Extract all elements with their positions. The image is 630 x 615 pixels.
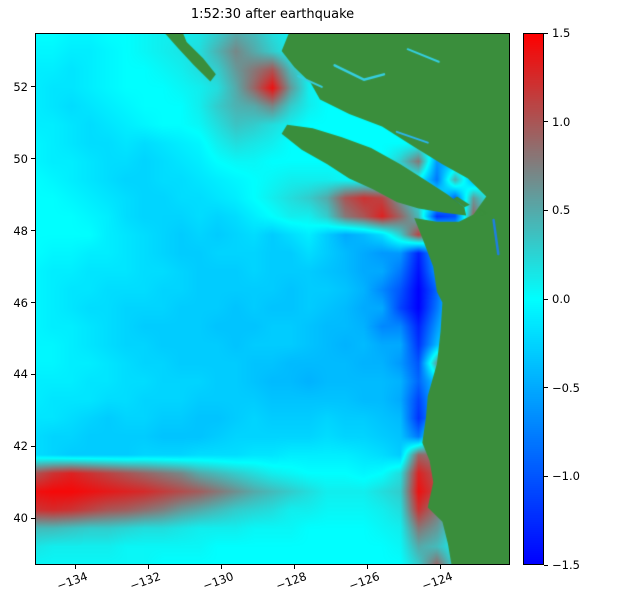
x-tick-mark: [74, 565, 76, 569]
y-tick-mark: [31, 230, 35, 232]
colorbar-tick-mark: [544, 564, 548, 566]
x-tick-mark: [367, 565, 368, 569]
y-tick-mark: [31, 158, 35, 160]
x-tick-label: −126: [346, 569, 382, 593]
y-tick-mark: [31, 86, 35, 88]
colorbar-tick-mark: [544, 298, 548, 300]
colorbar-tick-label: −1.0: [552, 469, 580, 484]
y-tick-mark: [31, 373, 35, 375]
plot-area: [35, 33, 510, 565]
colorbar-tick-mark: [544, 475, 548, 477]
x-tick-mark: [440, 565, 442, 569]
x-tick-label: −130: [200, 569, 236, 593]
y-tick-label: 44: [13, 367, 28, 382]
colorbar-tick-label: 0.0: [552, 292, 571, 306]
y-tick-mark: [31, 445, 35, 447]
x-tick-mark: [293, 565, 295, 569]
colorbar: [523, 33, 544, 565]
colorbar-tick-label: −0.5: [552, 380, 580, 395]
colorbar-canvas: [523, 33, 544, 565]
x-tick-mark: [147, 565, 149, 569]
x-tick-label: −132: [127, 569, 163, 593]
y-tick-label: 52: [13, 79, 28, 94]
y-tick-mark: [31, 302, 35, 304]
colorbar-tick-label: 1.5: [552, 26, 571, 40]
colorbar-tick-mark: [544, 121, 548, 123]
y-tick-label: 40: [13, 511, 28, 526]
y-tick-label: 42: [13, 439, 28, 454]
x-tick-label: −124: [419, 569, 455, 593]
x-tick-mark: [220, 565, 222, 569]
y-tick-label: 46: [13, 295, 28, 310]
colorbar-tick-mark: [544, 32, 548, 34]
heatmap-canvas: [35, 33, 510, 565]
colorbar-tick-label: 0.5: [552, 203, 571, 218]
colorbar-tick-mark: [544, 387, 548, 389]
y-tick-label: 50: [13, 151, 28, 166]
y-tick-mark: [31, 517, 35, 519]
x-tick-label: −128: [273, 569, 309, 593]
colorbar-tick-label: −1.5: [552, 558, 580, 572]
colorbar-tick-label: 1.0: [552, 114, 571, 129]
plot-title: 1:52:30 after earthquake: [190, 7, 355, 22]
x-tick-label: −134: [54, 569, 89, 593]
colorbar-tick-mark: [544, 209, 548, 211]
y-tick-label: 48: [13, 223, 28, 238]
